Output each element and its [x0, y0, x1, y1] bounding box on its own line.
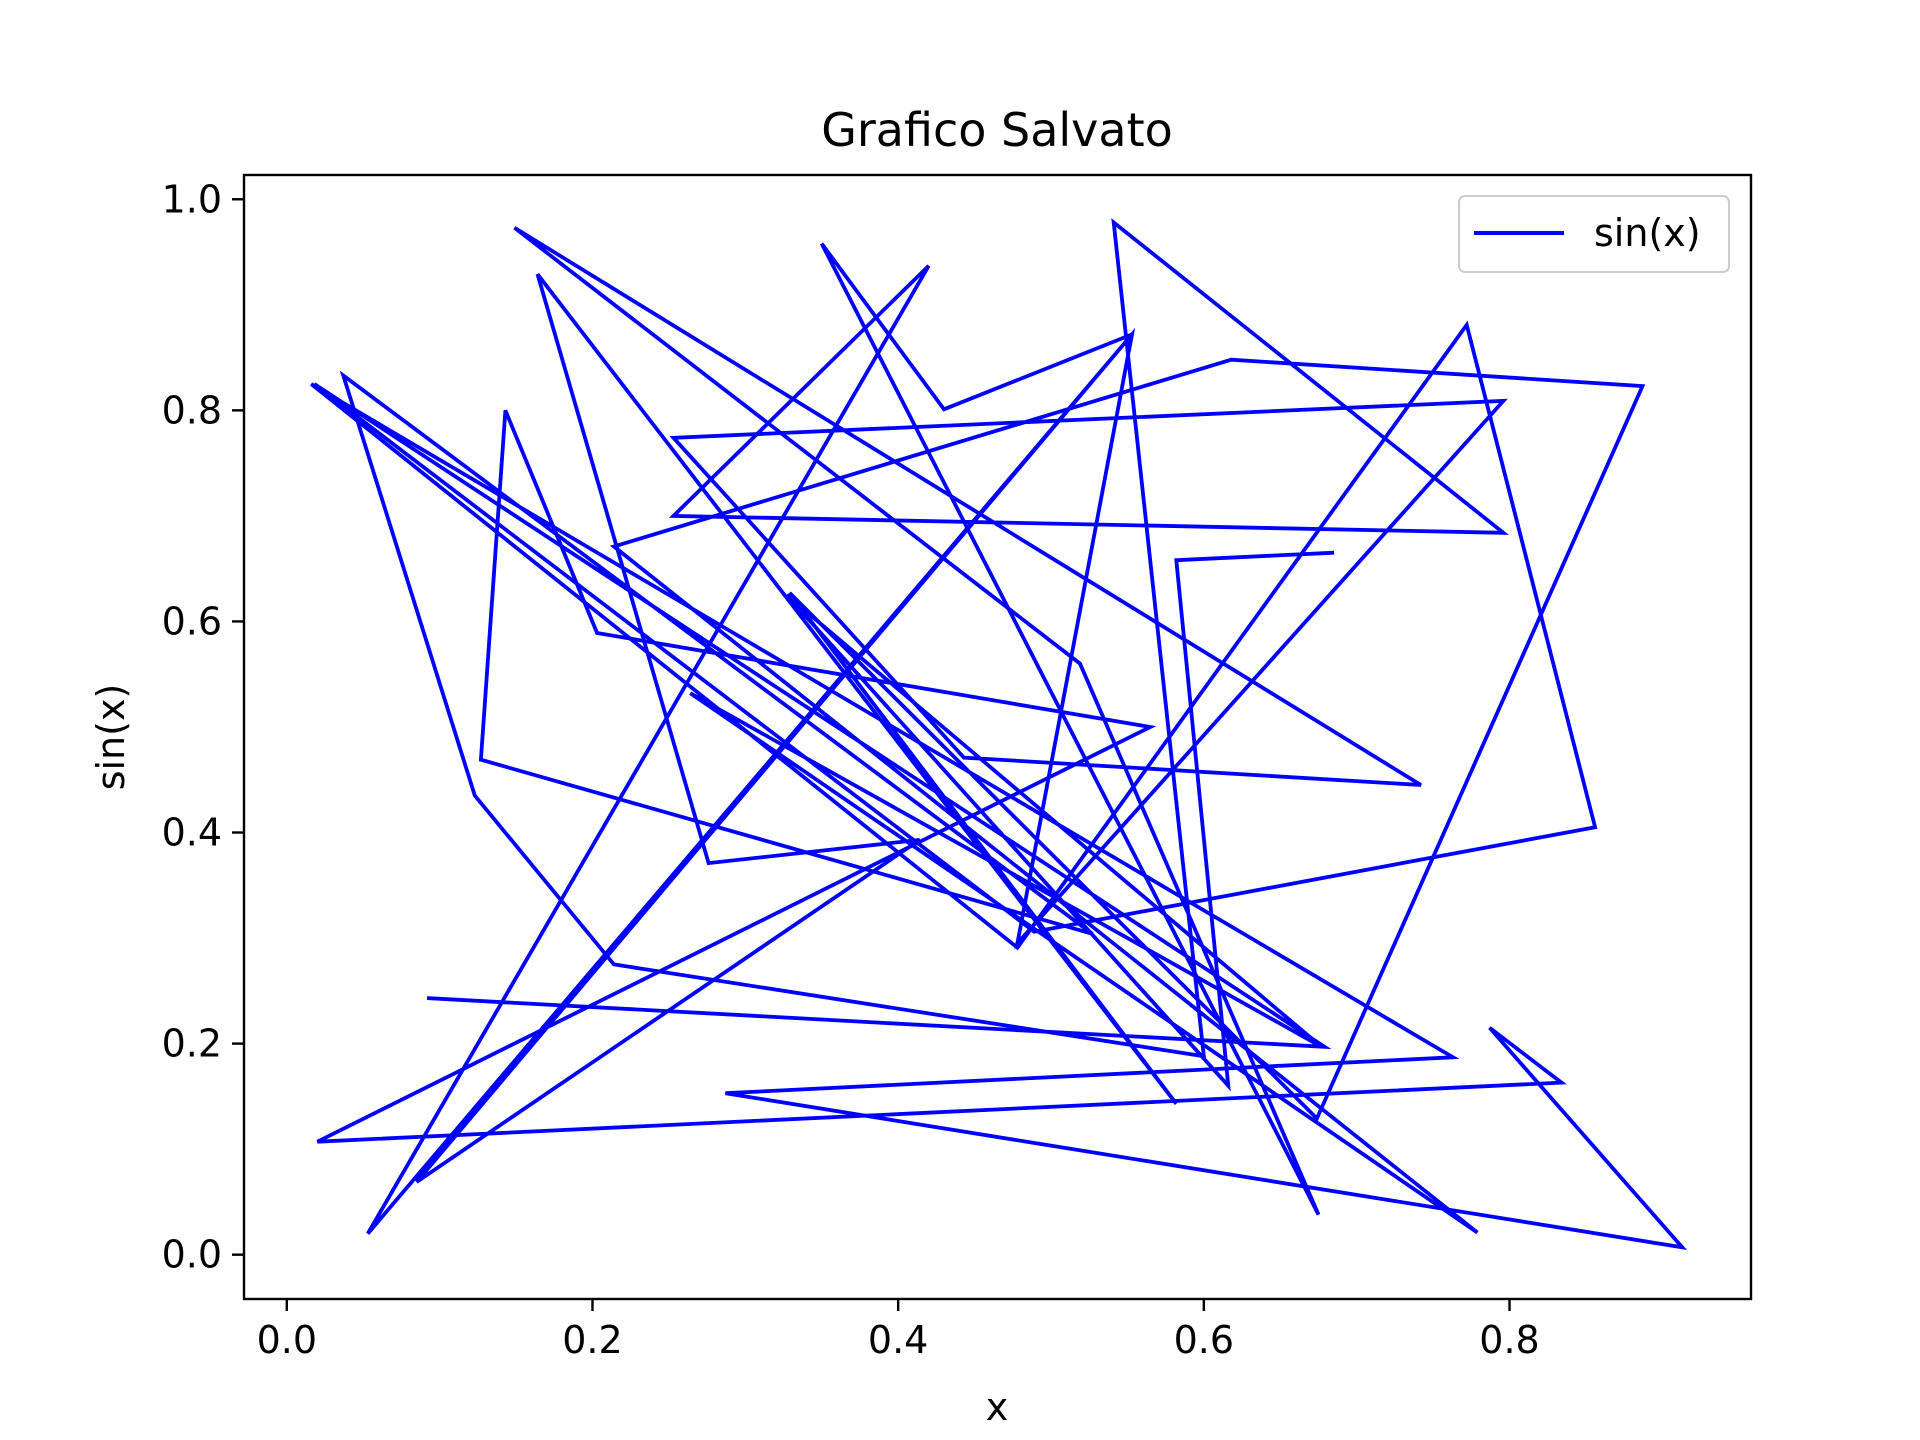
chart-title: Grafico Salvato: [821, 103, 1173, 157]
x-axis-ticks: 0.0 0.2 0.4 0.6 0.8: [257, 1299, 1540, 1362]
x-tick-label: 0.0: [257, 1318, 317, 1362]
y-tick-label: 1.0: [162, 177, 222, 221]
y-tick-label: 0.6: [162, 599, 222, 643]
x-axis-label: x: [986, 1385, 1009, 1429]
y-tick-label: 0.0: [162, 1233, 222, 1277]
x-tick-label: 0.2: [562, 1318, 622, 1362]
legend-label-sin-x: sin(x): [1594, 211, 1701, 255]
x-tick-label: 0.6: [1174, 1318, 1234, 1362]
y-axis-ticks: 0.0 0.2 0.4 0.6 0.8 1.0: [162, 177, 244, 1277]
x-tick-label: 0.4: [868, 1318, 928, 1362]
y-tick-label: 0.8: [162, 388, 222, 432]
legend: sin(x): [1458, 195, 1730, 273]
plot-frame: [242, 173, 1753, 1301]
y-tick-label: 0.4: [162, 811, 222, 855]
x-tick-label: 0.8: [1479, 1318, 1539, 1362]
series-line-0: [310, 218, 1688, 1251]
plot-layer: [310, 218, 1688, 1251]
y-tick-label: 0.2: [162, 1022, 222, 1066]
y-axis-label: sin(x): [89, 684, 133, 791]
legend-box: [1458, 195, 1730, 273]
